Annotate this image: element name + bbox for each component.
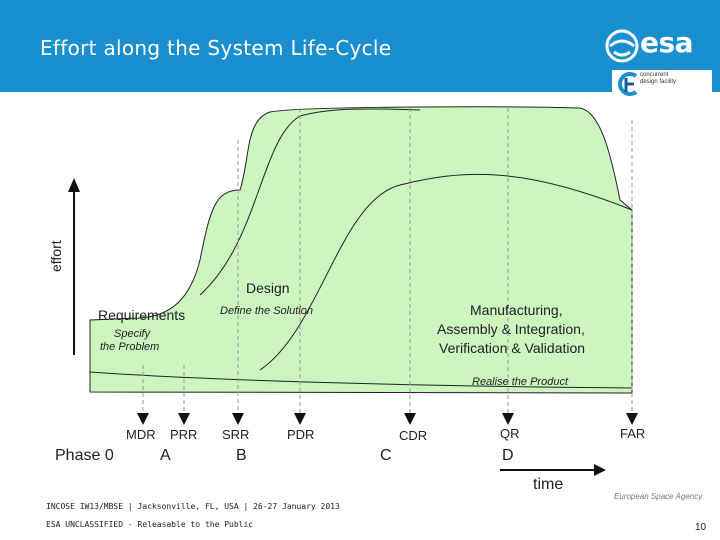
phase-a: A [160,447,171,464]
milestone-guides [142,108,633,413]
marker-prr [178,413,190,425]
milestone-markers [137,413,638,425]
milestone-far: FAR [620,426,646,441]
marker-pdr [294,413,306,425]
manufacturing-curve [259,173,633,371]
effort-area [89,106,633,394]
milestone-mdr: MDR [126,427,156,442]
esa-logo-text: esa [640,26,694,59]
cdf-logo-text: concurrent design facility [640,72,676,86]
cdf-logo [612,70,712,98]
marker-mdr [137,413,149,425]
milestone-prr: PRR [170,427,198,442]
marker-qr [502,413,514,425]
design-curve [199,108,421,296]
specify-problem-line-1: Specify [114,328,151,340]
time-axis-arrowhead [594,464,606,476]
marker-cdr [404,413,416,425]
specify-problem-line-2: the Problem [100,341,160,353]
milestone-pdr: PDR [287,427,315,442]
define-solution-label: Define the Solution [220,305,313,317]
milestone-cdr: CDR [399,428,428,443]
footer-classification: ESA UNCLASSIFIED - Releasable to the Pub… [46,520,254,529]
page-number: 10 [695,522,707,533]
requirements-label: Requirements [98,307,186,323]
manufacturing-line-1: Manufacturing, [470,302,563,318]
phase-b: B [236,447,247,464]
cdf-line-1: concurrent [640,72,669,78]
realise-baseline [89,371,633,389]
cdf-logo-icon [618,72,638,96]
realise-product-label: Realise the Product [472,376,568,388]
marker-srr [232,413,244,425]
phase-c: C [380,447,392,464]
marker-far [626,413,638,425]
manufacturing-line-2: Assembly & Integration, [437,321,585,337]
milestone-srr: SRR [222,427,250,442]
page-title: Effort along the System Life-Cycle [40,36,392,60]
footer-conference: INCOSE IW13/MBSE | Jacksonville, FL, USA… [46,502,340,511]
header-bar: Effort along the System Life-Cycle [0,0,720,92]
phase-0: Phase 0 [55,447,114,464]
agency-wordmark: European Space Agency [614,492,703,501]
phase-d: D [502,447,514,464]
milestone-qr: QR [500,426,520,441]
x-axis-label: time [533,476,564,493]
esa-logo-icon [605,29,639,63]
manufacturing-line-3: Verification & Validation [439,340,586,356]
lifecycle-diagram [68,106,638,476]
cdf-line-2: design facility [640,79,677,85]
y-axis-arrowhead [68,178,80,192]
y-axis-label: effort [48,240,64,272]
design-label: Design [246,280,290,296]
